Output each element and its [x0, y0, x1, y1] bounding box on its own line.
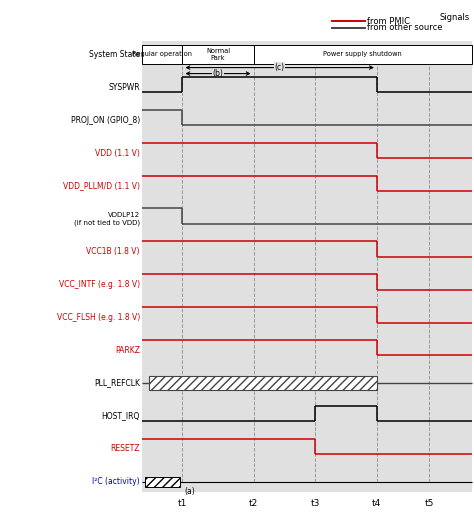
- Text: (c): (c): [274, 63, 285, 72]
- Bar: [182, 45, 254, 64]
- Text: HOST_IRQ: HOST_IRQ: [101, 411, 140, 421]
- Text: Regular operation: Regular operation: [132, 51, 192, 57]
- Text: PLL_REFCLK: PLL_REFCLK: [94, 379, 140, 387]
- Text: VCC_INTF (e.g. 1.8 V): VCC_INTF (e.g. 1.8 V): [59, 280, 140, 289]
- Text: Power supply shutdown: Power supply shutdown: [323, 51, 402, 57]
- Text: (b): (b): [213, 69, 223, 78]
- Text: t3: t3: [310, 499, 320, 508]
- Text: (a): (a): [185, 486, 196, 496]
- Text: PARKZ: PARKZ: [115, 346, 140, 355]
- Text: Signals: Signals: [439, 13, 469, 22]
- Text: VDDLP12
(if not tied to VDD): VDDLP12 (if not tied to VDD): [73, 212, 140, 225]
- Bar: [142, 45, 182, 64]
- Text: PROJ_ON (GPIO_8): PROJ_ON (GPIO_8): [71, 116, 140, 125]
- Text: from PMIC: from PMIC: [367, 17, 410, 26]
- Text: VDD (1.1 V): VDD (1.1 V): [95, 149, 140, 157]
- Text: t5: t5: [424, 499, 434, 508]
- Text: I²C (activity): I²C (activity): [92, 477, 140, 486]
- Text: SYSPWR: SYSPWR: [108, 83, 140, 92]
- Text: RESETZ: RESETZ: [110, 444, 140, 453]
- Text: Normal
Park: Normal Park: [206, 48, 230, 61]
- Text: VCC1B (1.8 V): VCC1B (1.8 V): [86, 247, 140, 256]
- Bar: [254, 45, 472, 64]
- Text: VCC_FLSH (e.g. 1.8 V): VCC_FLSH (e.g. 1.8 V): [56, 313, 140, 322]
- Text: System State: System State: [89, 50, 140, 59]
- Text: from other source: from other source: [367, 23, 443, 33]
- Bar: [142, 41, 472, 492]
- Text: t1: t1: [178, 499, 187, 508]
- Text: t2: t2: [249, 499, 258, 508]
- Bar: [145, 477, 180, 487]
- Bar: [149, 377, 377, 390]
- Text: VDD_PLLM/D (1.1 V): VDD_PLLM/D (1.1 V): [63, 181, 140, 191]
- Text: t4: t4: [372, 499, 382, 508]
